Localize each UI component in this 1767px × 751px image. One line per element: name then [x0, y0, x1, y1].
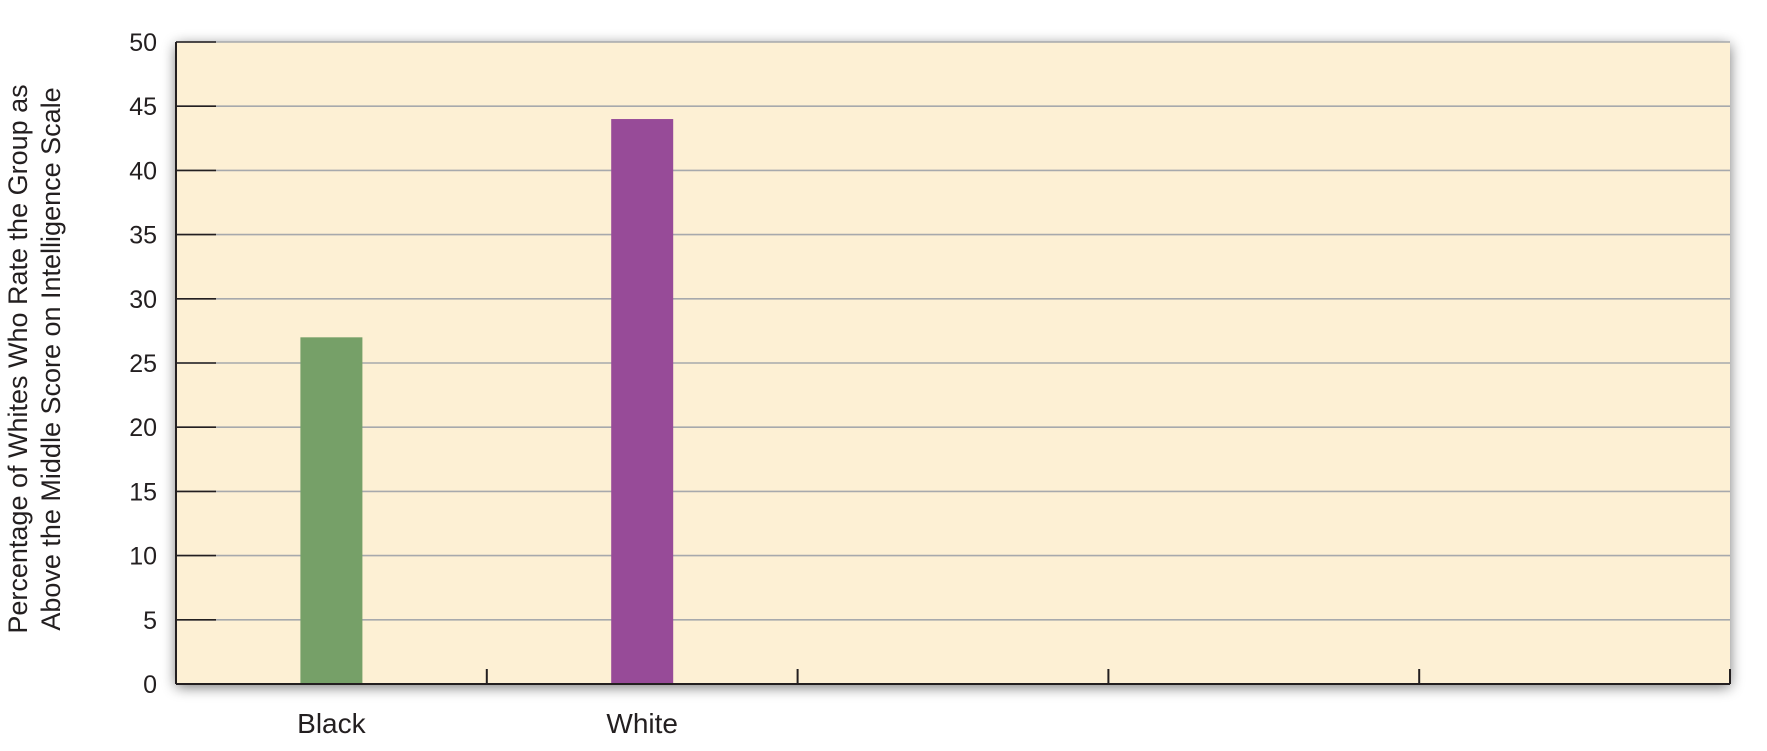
- y-tick-label-25: 25: [129, 350, 157, 378]
- y-tick-label-30: 30: [129, 286, 157, 314]
- y-tick-label-20: 20: [129, 414, 157, 442]
- x-label-black: Black: [297, 708, 366, 739]
- y-tick-label-35: 35: [129, 222, 157, 250]
- y-tick-labels: 0 5 10 15 20 25 30 35 40 45 50: [129, 29, 157, 699]
- y-tick-label-5: 5: [143, 607, 157, 635]
- bars: [300, 119, 674, 685]
- gridlines: [176, 41, 1730, 621]
- y-tick-label-0: 0: [143, 671, 157, 699]
- y-tick-label-40: 40: [129, 157, 157, 185]
- y-axis-title-line-1: Percentage of Whites Who Rate the Group …: [3, 84, 33, 633]
- axes: [175, 41, 1731, 685]
- bar-black: [300, 337, 363, 684]
- bar-white: [611, 119, 674, 685]
- x-category-labels: Black White: [297, 708, 678, 739]
- y-tick-label-10: 10: [129, 543, 157, 571]
- y-tick-label-15: 15: [129, 478, 157, 506]
- y-tick-label-50: 50: [129, 29, 157, 57]
- y-axis-title-line-2: Above the Middle Score on Intelligence S…: [36, 87, 66, 630]
- y-tick-label-45: 45: [129, 93, 157, 121]
- x-label-white: White: [606, 708, 678, 739]
